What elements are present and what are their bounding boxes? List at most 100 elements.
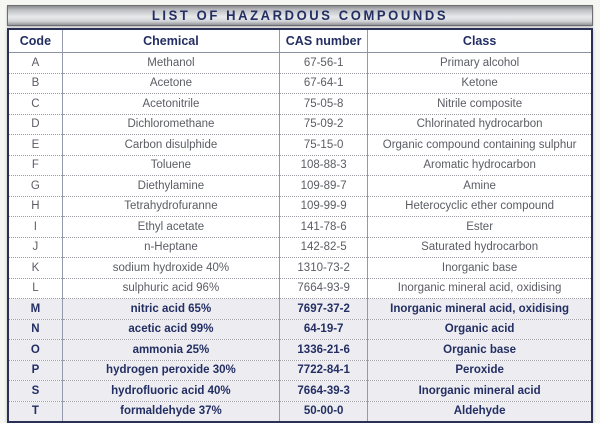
- col-header-chemical: Chemical: [61, 29, 281, 53]
- table-row: B Acetone 67-64-1 Ketone: [7, 73, 593, 94]
- table-body: A Methanol 67-56-1 Primary alcohol B Acetone 6…: [7, 52, 593, 422]
- cell-code: P: [7, 360, 63, 381]
- table-row: E Carbon disulphide 75-15-0 Organic compoun…: [7, 134, 593, 156]
- cell-cas-number: 1310-73-2: [279, 257, 369, 279]
- cell-chemical: Acetone: [61, 73, 281, 94]
- cell-class: Ketone: [367, 73, 593, 94]
- cell-cas-number: 75-05-8: [279, 93, 369, 115]
- cell-chemical: Ethyl acetate: [61, 216, 281, 238]
- header-row: Code Chemical CAS number Class: [7, 29, 593, 53]
- cell-chemical: Dichloromethane: [61, 114, 281, 135]
- cell-chemical: hydrofluoric acid 40%: [61, 380, 281, 402]
- cell-class: Heterocyclic ether compound: [367, 196, 593, 217]
- cell-cas-number: 7664-39-3: [279, 380, 369, 402]
- cell-code: M: [7, 298, 63, 320]
- cell-cas-number: 7722-84-1: [279, 360, 369, 381]
- cell-code: S: [7, 380, 63, 402]
- cell-class: Aldehyde: [367, 401, 593, 422]
- table-title-bar: LIST OF HAZARDOUS COMPOUNDS: [7, 5, 593, 26]
- cell-code: A: [7, 52, 63, 74]
- cell-cas-number: 67-56-1: [279, 52, 369, 74]
- cell-cas-number: 50-00-0: [279, 401, 369, 422]
- cell-cas-number: 7664-93-9: [279, 278, 369, 299]
- cell-chemical: sodium hydroxide 40%: [61, 257, 281, 279]
- cell-cas-number: 64-19-7: [279, 319, 369, 340]
- cell-cas-number: 142-82-5: [279, 237, 369, 258]
- page: LIST OF HAZARDOUS COMPOUNDS Code Chemica…: [7, 5, 593, 423]
- cell-cas-number: 141-78-6: [279, 216, 369, 238]
- cell-class: Primary alcohol: [367, 52, 593, 74]
- table-row: I Ethyl acetate 141-78-6 Ester: [7, 216, 593, 238]
- cell-cas-number: 67-64-1: [279, 73, 369, 94]
- cell-cas-number: 1336-21-6: [279, 339, 369, 361]
- cell-code: N: [7, 319, 63, 340]
- cell-class: Inorganic mineral acid, oxidising: [367, 278, 593, 299]
- cell-class: Inorganic base: [367, 257, 593, 279]
- cell-code: T: [7, 401, 63, 422]
- cell-code: B: [7, 73, 63, 94]
- cell-class: Aromatic hydrocarbon: [367, 155, 593, 176]
- col-header-code: Code: [7, 29, 63, 53]
- cell-cas-number: 109-99-9: [279, 196, 369, 217]
- cell-class: Saturated hydrocarbon: [367, 237, 593, 258]
- cell-chemical: Carbon disulphide: [61, 134, 281, 156]
- cell-code: O: [7, 339, 63, 361]
- col-header-class: Class: [367, 29, 593, 53]
- cell-code: E: [7, 134, 63, 156]
- col-header-cas-number: CAS number: [279, 29, 369, 53]
- cell-class: Inorganic mineral acid, oxidising: [367, 298, 593, 320]
- table-row: G Diethylamine 109-89-7 Amine: [7, 175, 593, 197]
- cell-cas-number: 7697-37-2: [279, 298, 369, 320]
- cell-chemical: sulphuric acid 96%: [61, 278, 281, 299]
- cell-class: Organic base: [367, 339, 593, 361]
- cell-code: F: [7, 155, 63, 176]
- cell-cas-number: 75-09-2: [279, 114, 369, 135]
- cell-code: J: [7, 237, 63, 258]
- cell-code: H: [7, 196, 63, 217]
- cell-code: K: [7, 257, 63, 279]
- table-title: LIST OF HAZARDOUS COMPOUNDS: [151, 7, 449, 24]
- table-row: H Tetrahydrofuranne 109-99-9 Heterocyclic e…: [7, 196, 593, 217]
- cell-chemical: formaldehyde 37%: [61, 401, 281, 422]
- cell-chemical: Tetrahydrofuranne: [61, 196, 281, 217]
- cell-code: D: [7, 114, 63, 135]
- cell-code: G: [7, 175, 63, 197]
- table-row: A Methanol 67-56-1 Primary alcohol: [7, 52, 593, 74]
- table-row: F Toluene 108-88-3 Aromatic hydrocarbon: [7, 155, 593, 176]
- cell-chemical: hydrogen peroxide 30%: [61, 360, 281, 381]
- cell-cas-number: 109-89-7: [279, 175, 369, 197]
- cell-chemical: Methanol: [61, 52, 281, 74]
- cell-chemical: Toluene: [61, 155, 281, 176]
- cell-cas-number: 108-88-3: [279, 155, 369, 176]
- cell-class: Inorganic mineral acid: [367, 380, 593, 402]
- cell-code: L: [7, 278, 63, 299]
- cell-chemical: Diethylamine: [61, 175, 281, 197]
- cell-code: C: [7, 93, 63, 115]
- table-row: D Dichloromethane 75-09-2 Chlorinated hydro…: [7, 114, 593, 135]
- cell-class: Peroxide: [367, 360, 593, 381]
- cell-class: Chlorinated hydrocarbon: [367, 114, 593, 135]
- cell-chemical: nitric acid 65%: [61, 298, 281, 320]
- cell-cas-number: 75-15-0: [279, 134, 369, 156]
- cell-class: Organic acid: [367, 319, 593, 340]
- cell-chemical: Acetonitrile: [61, 93, 281, 115]
- cell-chemical: acetic acid 99%: [61, 319, 281, 340]
- cell-code: I: [7, 216, 63, 238]
- cell-chemical: ammonia 25%: [61, 339, 281, 361]
- cell-chemical: n-Heptane: [61, 237, 281, 258]
- cell-class: Ester: [367, 216, 593, 238]
- cell-class: Nitrile composite: [367, 93, 593, 115]
- cell-class: Amine: [367, 175, 593, 197]
- hazardous-compounds-table: Code Chemical CAS number Class A Methanol…: [7, 28, 593, 423]
- table-row: C Acetonitrile 75-05-8 Nitrile composite: [7, 93, 593, 115]
- cell-class: Organic compound containing sulphur: [367, 134, 593, 156]
